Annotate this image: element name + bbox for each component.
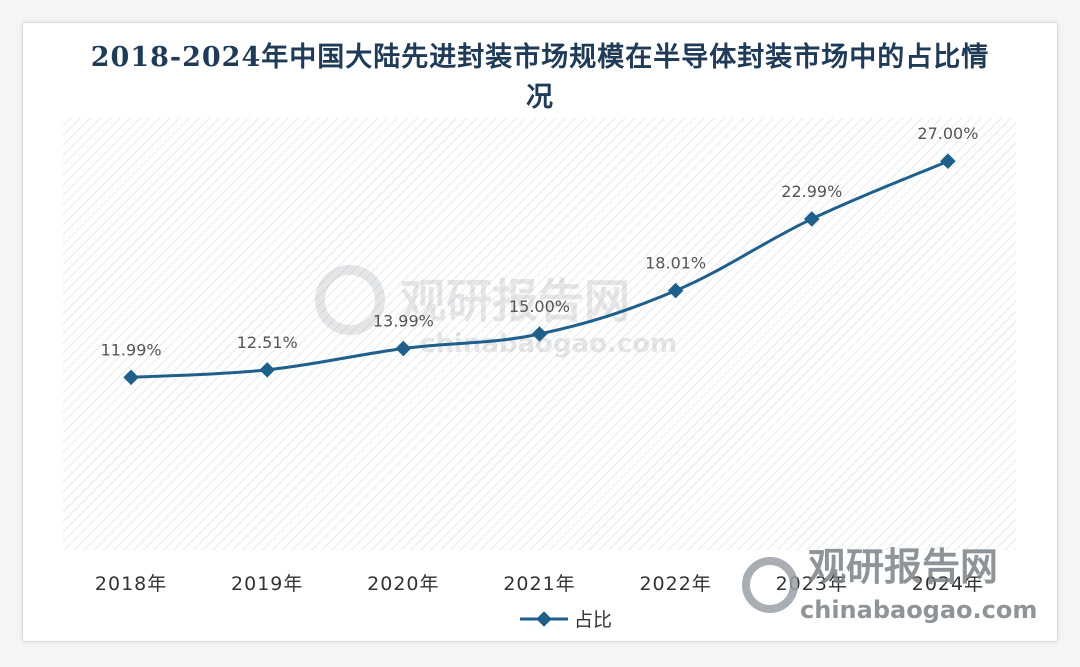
watermark-logo-icon	[315, 265, 385, 335]
data-point	[804, 211, 820, 227]
legend-marker-icon	[536, 611, 552, 627]
x-axis: 2018年 2019年 2020年 2021年 2022年 2023年 2024年	[95, 573, 984, 595]
watermark-corner: 观研报告网 chinabaogao.com	[742, 545, 1037, 624]
x-tick-label: 2022年	[639, 573, 711, 595]
watermark-corner-logo-icon	[742, 557, 798, 613]
data-label: 15.00%	[509, 297, 570, 316]
series-layer: 11.99% 12.51% 13.99% 15.00% 18.01% 22.99% 27.0…	[101, 124, 978, 386]
data-label: 12.51%	[237, 333, 298, 352]
x-tick-label: 2018年	[95, 573, 167, 595]
x-tick-label: 2021年	[503, 573, 575, 595]
watermark-text-cn: 观研报告网	[400, 274, 630, 328]
x-tick-label: 2020年	[367, 573, 439, 595]
legend-label: 占比	[574, 609, 612, 631]
x-tick-label: 2024年	[912, 573, 984, 595]
data-label: 22.99%	[781, 182, 842, 201]
data-label: 27.00%	[917, 124, 978, 143]
watermark-corner-text-en: chinabaogao.com	[800, 596, 1037, 624]
data-label: 11.99%	[101, 340, 162, 359]
watermark-corner-text-cn: 观研报告网	[808, 545, 998, 589]
data-label: 18.01%	[645, 254, 706, 273]
data-label: 13.99%	[373, 312, 434, 331]
x-tick-label: 2019年	[231, 573, 303, 595]
legend: 占比	[520, 609, 612, 631]
data-point	[940, 153, 956, 169]
chart-title: 2018-2024年中国大陆先进封装市场规模在半导体封装市场中的占比情况	[90, 42, 990, 113]
